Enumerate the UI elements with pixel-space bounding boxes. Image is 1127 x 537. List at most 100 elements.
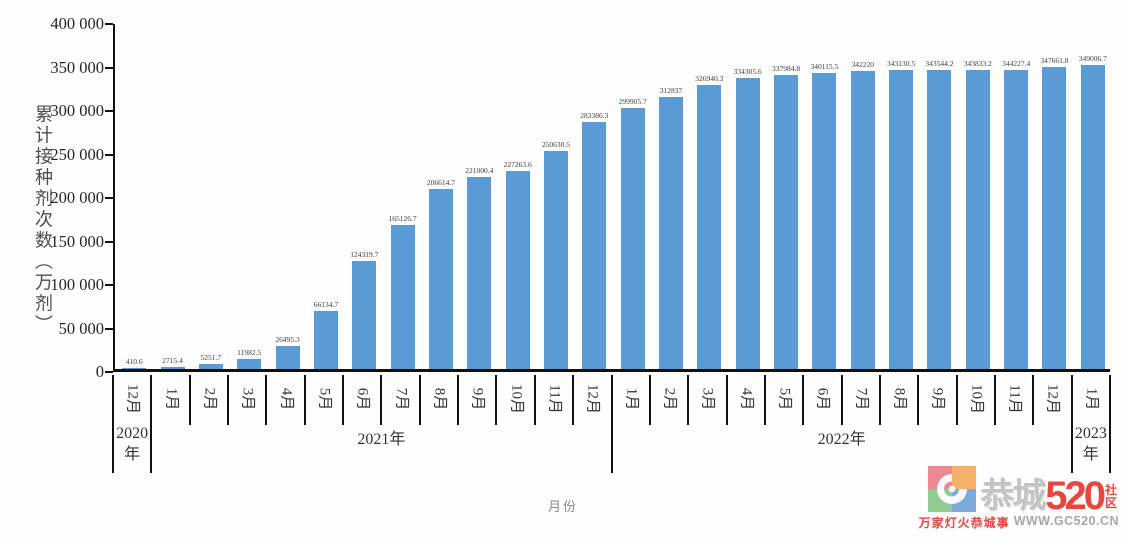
y-tick-label: 400 000 xyxy=(50,14,104,33)
month-separator-line xyxy=(188,375,191,425)
bar xyxy=(160,366,185,369)
y-tick-label: 0 xyxy=(95,362,104,381)
year-separator-line xyxy=(150,375,153,473)
bar xyxy=(582,122,607,369)
month-separator-line xyxy=(227,375,230,425)
bar xyxy=(352,260,377,369)
bar-value-label: 343544.2 xyxy=(925,59,954,69)
y-tick-mark xyxy=(105,371,113,373)
year-separator-line xyxy=(1109,375,1111,473)
x-tick-label: 7月 xyxy=(393,387,410,411)
y-tick-mark xyxy=(105,66,113,69)
x-tick-label: 6月 xyxy=(814,387,831,411)
y-tick-mark xyxy=(105,240,113,243)
bar-value-label: 283386.3 xyxy=(580,111,609,121)
y-tick-mark xyxy=(105,153,113,156)
bar-value-label: 347661.8 xyxy=(1040,55,1069,65)
bar-value-label: 221000.4 xyxy=(465,165,494,175)
x-tick-label: 5月 xyxy=(776,387,793,411)
bar xyxy=(313,311,338,369)
year-group-label: 2021年 xyxy=(357,431,406,448)
year-separator-line xyxy=(1070,375,1073,473)
x-tick-label: 1月 xyxy=(163,387,180,411)
bar-value-label: 410.6 xyxy=(125,357,143,367)
x-axis-title: 月份 xyxy=(547,499,579,514)
plot-area: 410.6 2715.4 5251.7 11982.5 26495.3 66134.7 12… xyxy=(113,24,1110,372)
gc520-logo-icon xyxy=(928,466,977,512)
watermark-brand-number: 520 xyxy=(1045,474,1106,518)
x-tick-label: 1月 xyxy=(1083,387,1100,411)
bar-value-label: 349006.7 xyxy=(1078,54,1107,64)
y-tick-mark xyxy=(105,284,113,286)
bar-value-label: 66134.7 xyxy=(313,300,339,310)
x-tick-label: 3月 xyxy=(699,387,716,411)
month-separator-line xyxy=(418,375,421,425)
bar-value-label: 11982.5 xyxy=(237,347,262,357)
bar-value-label: 342220 xyxy=(851,60,875,70)
bar-value-label: 343130.5 xyxy=(887,59,916,69)
bar-value-label: 312837 xyxy=(659,85,683,95)
bar xyxy=(620,108,645,369)
watermark-tagline-row: 万家灯火恭城事 WWW.GC520.CN xyxy=(901,514,1119,531)
bar xyxy=(275,345,300,369)
x-tick-label: 4月 xyxy=(738,387,755,411)
x-tick-label: 1月 xyxy=(623,387,640,411)
y-tick-label: 200 000 xyxy=(50,188,104,207)
bar-value-label: 326940.3 xyxy=(695,73,724,83)
bar xyxy=(1080,65,1105,369)
month-separator-line xyxy=(840,375,843,425)
watermark-brand-row: 恭城 520 社区 xyxy=(901,466,1119,518)
y-axis-title: 累计接种剂次数（万剂） xyxy=(33,104,53,336)
month-separator-line xyxy=(725,375,728,425)
x-tick-label: 9月 xyxy=(469,387,486,411)
bar xyxy=(390,225,415,369)
y-tick-label: 300 000 xyxy=(50,101,104,120)
month-separator-line xyxy=(763,375,766,425)
x-tick-label: 12月 xyxy=(124,383,141,415)
bar-value-label: 206614.7 xyxy=(426,178,455,188)
x-tick-label: 10月 xyxy=(508,383,525,415)
bar xyxy=(774,74,799,369)
x-tick-label: 5月 xyxy=(316,387,333,411)
bar xyxy=(237,358,262,369)
bar xyxy=(1042,66,1067,369)
y-tick-mark xyxy=(105,197,113,199)
watermark-brand-name: 恭城 xyxy=(980,477,1046,516)
watermark-tagline: 万家灯火恭城事 xyxy=(918,516,1010,530)
bar-value-label: 26495.3 xyxy=(275,334,300,344)
y-tick-label: 250 000 xyxy=(50,144,104,164)
month-separator-line xyxy=(572,375,575,425)
y-tick-label: 350 000 xyxy=(50,57,104,77)
month-separator-line xyxy=(1032,375,1035,425)
bar-value-label: 343833.2 xyxy=(963,58,992,68)
month-separator-line xyxy=(878,375,881,425)
y-tick-label: 50 000 xyxy=(58,318,104,338)
bar xyxy=(198,364,223,369)
bar xyxy=(428,189,453,369)
bar-value-label: 227263.6 xyxy=(503,160,532,170)
y-tick-mark xyxy=(105,327,113,330)
x-tick-label: 7月 xyxy=(853,387,870,411)
bar xyxy=(659,96,684,369)
month-separator-line xyxy=(303,375,306,425)
bar-value-label: 337984.8 xyxy=(771,63,801,73)
month-separator-line xyxy=(993,375,996,425)
year-group-label: 2020年 xyxy=(116,425,149,463)
month-separator-line xyxy=(342,375,345,425)
bar xyxy=(697,84,722,369)
x-tick-label: 3月 xyxy=(239,387,256,411)
x-tick-label: 6月 xyxy=(354,387,371,411)
x-tick-label: 2月 xyxy=(661,387,678,411)
x-tick-label: 9月 xyxy=(929,387,946,411)
bar xyxy=(1004,69,1029,369)
x-tick-label: 12月 xyxy=(1044,383,1061,415)
x-tick-label: 12月 xyxy=(584,383,601,415)
bar-value-label: 165126.7 xyxy=(388,214,417,224)
watermark-community-label: 社区 xyxy=(1105,482,1118,510)
bar-value-label: 340115.5 xyxy=(810,62,839,72)
bar xyxy=(927,70,952,369)
bar-value-label: 299905.7 xyxy=(618,97,647,107)
x-tick-label: 8月 xyxy=(431,387,448,411)
month-separator-line xyxy=(917,375,920,425)
